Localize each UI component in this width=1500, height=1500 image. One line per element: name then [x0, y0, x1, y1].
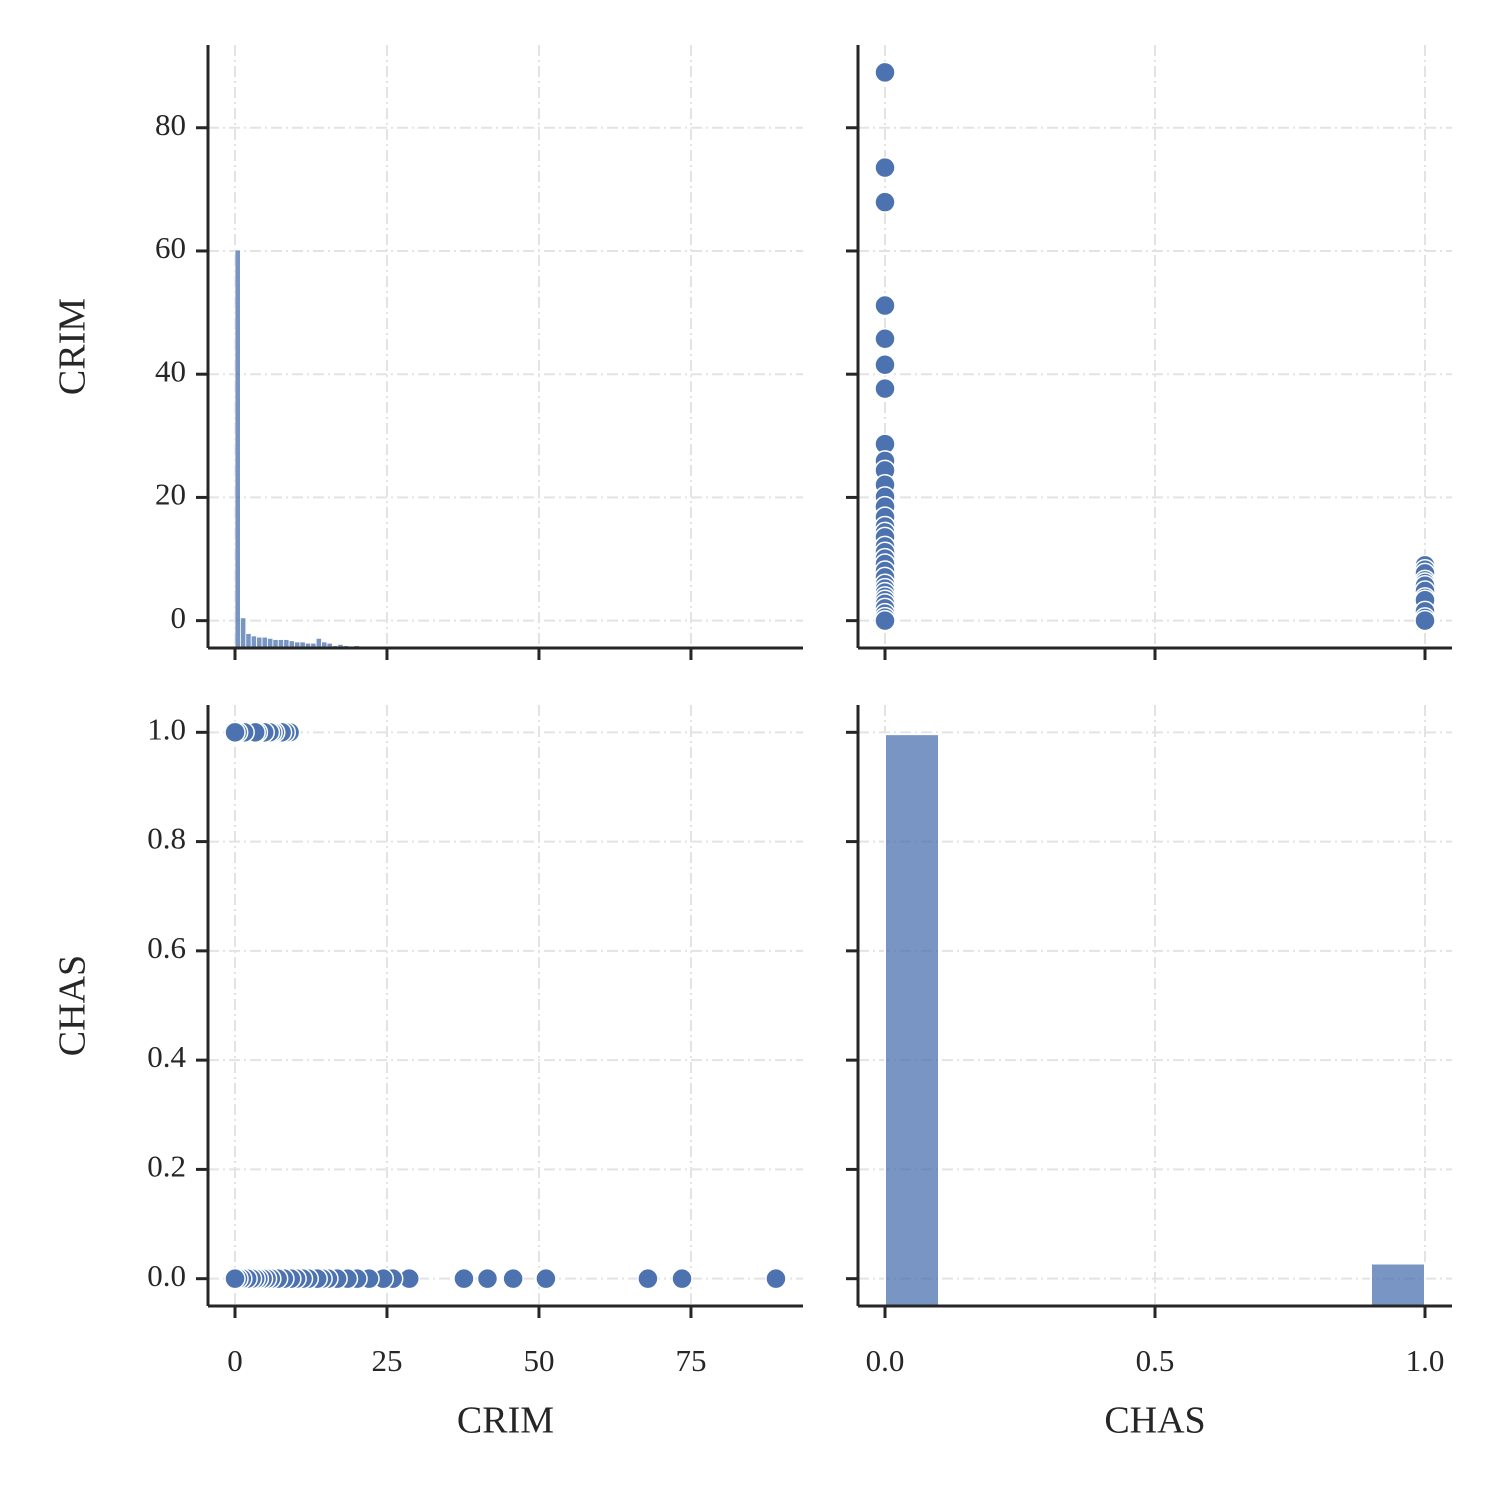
histogram-bar [884, 733, 940, 1307]
panel: 0 25 50 75 0.0 0.2 0.4 0.6 0.8 1.0 CRIM CHAS [52, 705, 803, 1442]
y-tick-label: 0.6 [147, 930, 186, 965]
scatter-point [874, 609, 896, 632]
scatter-point [637, 1267, 659, 1290]
y-tick-label: 20 [155, 477, 186, 512]
x-tick-label: 0.5 [1136, 1343, 1175, 1378]
histogram-bar [234, 249, 241, 649]
scatter-point [874, 61, 896, 84]
y-axis-label: CRIM [52, 298, 94, 395]
x-tick-label: 1.0 [1406, 1343, 1445, 1378]
scatter-point [453, 1267, 475, 1290]
scatter-point [874, 328, 896, 350]
histogram-bar [245, 633, 252, 649]
scatter-point [224, 721, 246, 744]
y-tick-label: 0 [171, 600, 187, 635]
scatter-point [671, 1267, 693, 1290]
scatter-point [502, 1267, 524, 1290]
x-tick-label: 25 [371, 1343, 402, 1378]
y-tick-label: 1.0 [147, 711, 186, 746]
x-axis-label: CHAS [1104, 1400, 1205, 1442]
y-tick-label: 0.0 [147, 1258, 186, 1293]
scatter-point [874, 191, 896, 213]
scatter-point [874, 354, 896, 376]
histogram-bar [261, 636, 268, 649]
y-axis-label: CHAS [52, 955, 94, 1056]
scatter-point [224, 1267, 246, 1290]
scatter-point [765, 1267, 787, 1290]
y-tick-label: 0.4 [147, 1039, 186, 1074]
histogram-bar [1370, 1262, 1426, 1307]
scatter-point [535, 1267, 557, 1290]
scatter-point [1414, 609, 1436, 632]
y-tick-label: 60 [155, 230, 186, 265]
panel: 0 20 40 60 80 CRIM [52, 45, 803, 660]
scatter-point [476, 1267, 499, 1290]
x-axis-label: CRIM [457, 1400, 554, 1442]
scatter-point [874, 156, 896, 179]
histogram-bar [256, 636, 263, 649]
panel: 0.0 0.5 1.0 CHAS [846, 705, 1452, 1442]
y-tick-label: 80 [155, 107, 186, 142]
histogram-bar [250, 635, 258, 649]
x-tick-label: 50 [523, 1343, 554, 1378]
scatter-point [874, 377, 896, 400]
histogram-bar [240, 617, 247, 649]
y-tick-label: 0.8 [147, 821, 186, 856]
panel [846, 45, 1452, 660]
x-tick-label: 0 [227, 1343, 243, 1378]
scatter-point [874, 294, 896, 317]
y-tick-label: 40 [155, 353, 186, 388]
x-tick-label: 0.0 [866, 1343, 905, 1378]
x-tick-label: 75 [675, 1343, 706, 1378]
y-tick-label: 0.2 [147, 1149, 186, 1184]
